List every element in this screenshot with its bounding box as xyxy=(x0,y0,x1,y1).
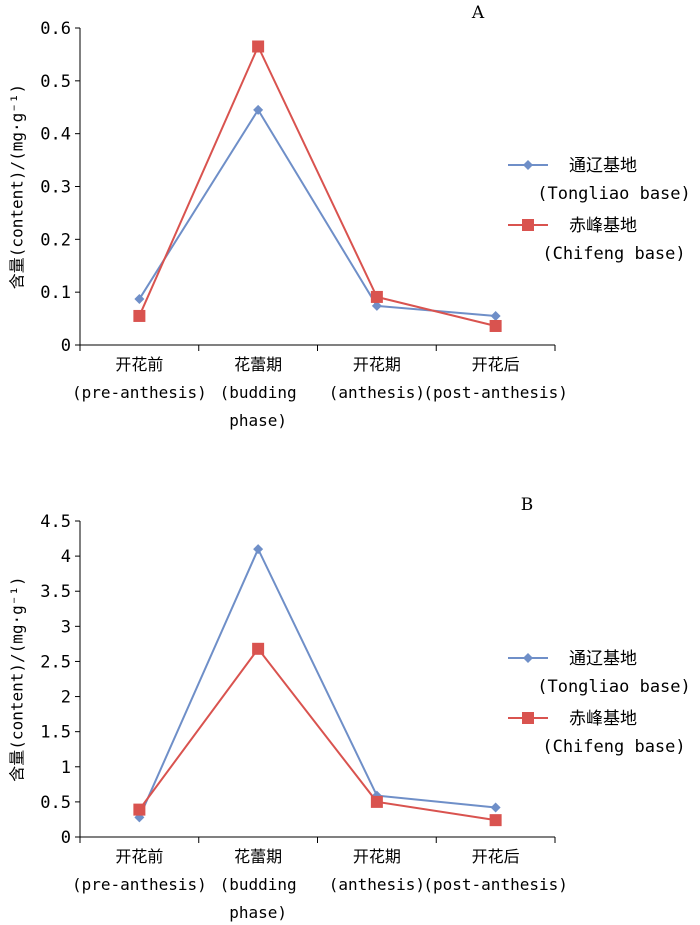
panel-a-legend-marker-1 xyxy=(523,160,533,170)
panel-a-legend-sublabel-2: (Chifeng base) xyxy=(542,244,685,264)
panel-b-x-tick-label: 开花前 xyxy=(115,847,163,866)
panel-a-y-axis-title: 含量(content)/(mg·g⁻¹) xyxy=(8,84,27,289)
panel-b-data-point-2 xyxy=(370,795,383,808)
panel-b-data-point-2 xyxy=(489,814,502,827)
panel-b-legend-sublabel-2: (Chifeng base) xyxy=(542,737,685,757)
panel-b-x-tick-label: phase) xyxy=(229,903,287,922)
panel-b-x-tick-label: 开花期 xyxy=(353,847,401,866)
panel-b-y-tick-label: 4.5 xyxy=(40,512,71,532)
panel-a-x-tick-label: 花蕾期 xyxy=(234,355,282,374)
panel-b-y-tick-label: 3 xyxy=(61,617,71,637)
panel-b-y-tick-label: 2 xyxy=(61,688,71,708)
panel-a-id-label: A xyxy=(471,3,485,23)
panel-a-x-tick-label: (post-anthesis) xyxy=(423,383,568,402)
panel-a-legend-marker-2 xyxy=(522,219,534,231)
panel-a-x-tick-label: (budding xyxy=(220,383,297,402)
panel-a-x-tick-label: 开花前 xyxy=(115,355,163,374)
panel-a-data-point-1 xyxy=(253,104,264,115)
panel-b-series-line-1 xyxy=(138,546,496,818)
panel-a-legend-label-1: 通辽基地 xyxy=(569,156,637,176)
panel-b-legend-marker-1 xyxy=(523,653,533,663)
panel-b-y-tick-label: 0 xyxy=(61,828,71,848)
panel-a-x-tick-label: 开花期 xyxy=(353,355,401,374)
panel-a-data-point-1 xyxy=(134,294,145,305)
panel-b-y-tick-label: 2.5 xyxy=(40,652,71,672)
panel-a-data-point-2 xyxy=(370,290,383,303)
panel-a-y-tick-label: 0 xyxy=(61,336,71,356)
panel-a-series-line-1 xyxy=(138,107,496,317)
panel-a-data-point-2 xyxy=(252,40,265,53)
panel-b-y-tick-label: 1 xyxy=(61,758,71,778)
panel-a-data-point-1 xyxy=(371,300,382,311)
panel-a-data-point-1 xyxy=(490,310,501,321)
panel-b-x-tick-label: 开花后 xyxy=(472,847,520,866)
panel-b-y-tick-label: 0.5 xyxy=(40,793,71,813)
panel-b-y-tick-label: 4 xyxy=(61,547,71,567)
panel-a-y-tick-label: 0.5 xyxy=(40,72,71,92)
panel-b-id-label: B xyxy=(521,495,534,515)
panel-b-legend-sublabel-1: (Tongliao base) xyxy=(537,677,691,697)
panel-b-x-tick-label: (pre-anthesis) xyxy=(72,875,207,894)
panel-b-x-tick-label: (budding xyxy=(220,875,297,894)
panel-a-legend-label-2: 赤峰基地 xyxy=(569,216,637,236)
panel-b-series-line-2 xyxy=(138,647,496,822)
panel-a-data-point-2 xyxy=(489,319,502,332)
panel-b-legend-label-1: 通辽基地 xyxy=(569,649,637,669)
panel-b-data-point-1 xyxy=(490,802,501,813)
panel-b-data-point-2 xyxy=(133,803,146,816)
panel-a-y-tick-label: 0.1 xyxy=(40,283,71,303)
panel-b-x-tick-label: (anthesis) xyxy=(329,875,425,894)
panel-b-y-tick-label: 3.5 xyxy=(40,582,71,602)
panel-b-y-tick-label: 1.5 xyxy=(40,723,71,743)
panel-b-x-tick-label: 花蕾期 xyxy=(234,847,282,866)
panel-a-y-tick-label: 0.2 xyxy=(40,230,71,250)
panel-b-legend-marker-2 xyxy=(522,712,534,724)
panel-b-data-point-1 xyxy=(253,544,264,555)
panel-a-data-point-2 xyxy=(133,309,146,322)
panel-a-x-tick-label: 开花后 xyxy=(472,355,520,374)
panel-a-x-tick-label: (anthesis) xyxy=(329,383,425,402)
panel-a-x-tick-label: phase) xyxy=(229,411,287,430)
panel-a-legend-sublabel-1: (Tongliao base) xyxy=(537,184,691,204)
panel-a-series-line-2 xyxy=(138,44,496,327)
panel-b-data-point-2 xyxy=(252,642,265,655)
panel-a-y-tick-label: 0.3 xyxy=(40,178,71,198)
panel-a-y-tick-label: 0.4 xyxy=(40,125,71,145)
panel-b-x-tick-label: (post-anthesis) xyxy=(423,875,568,894)
panel-b-y-axis-title: 含量(content)/(mg·g⁻¹) xyxy=(8,576,27,781)
panel-a-y-tick-label: 0.6 xyxy=(40,19,71,39)
panel-b-legend-label-2: 赤峰基地 xyxy=(569,709,637,729)
panel-a-x-tick-label: (pre-anthesis) xyxy=(72,383,207,402)
